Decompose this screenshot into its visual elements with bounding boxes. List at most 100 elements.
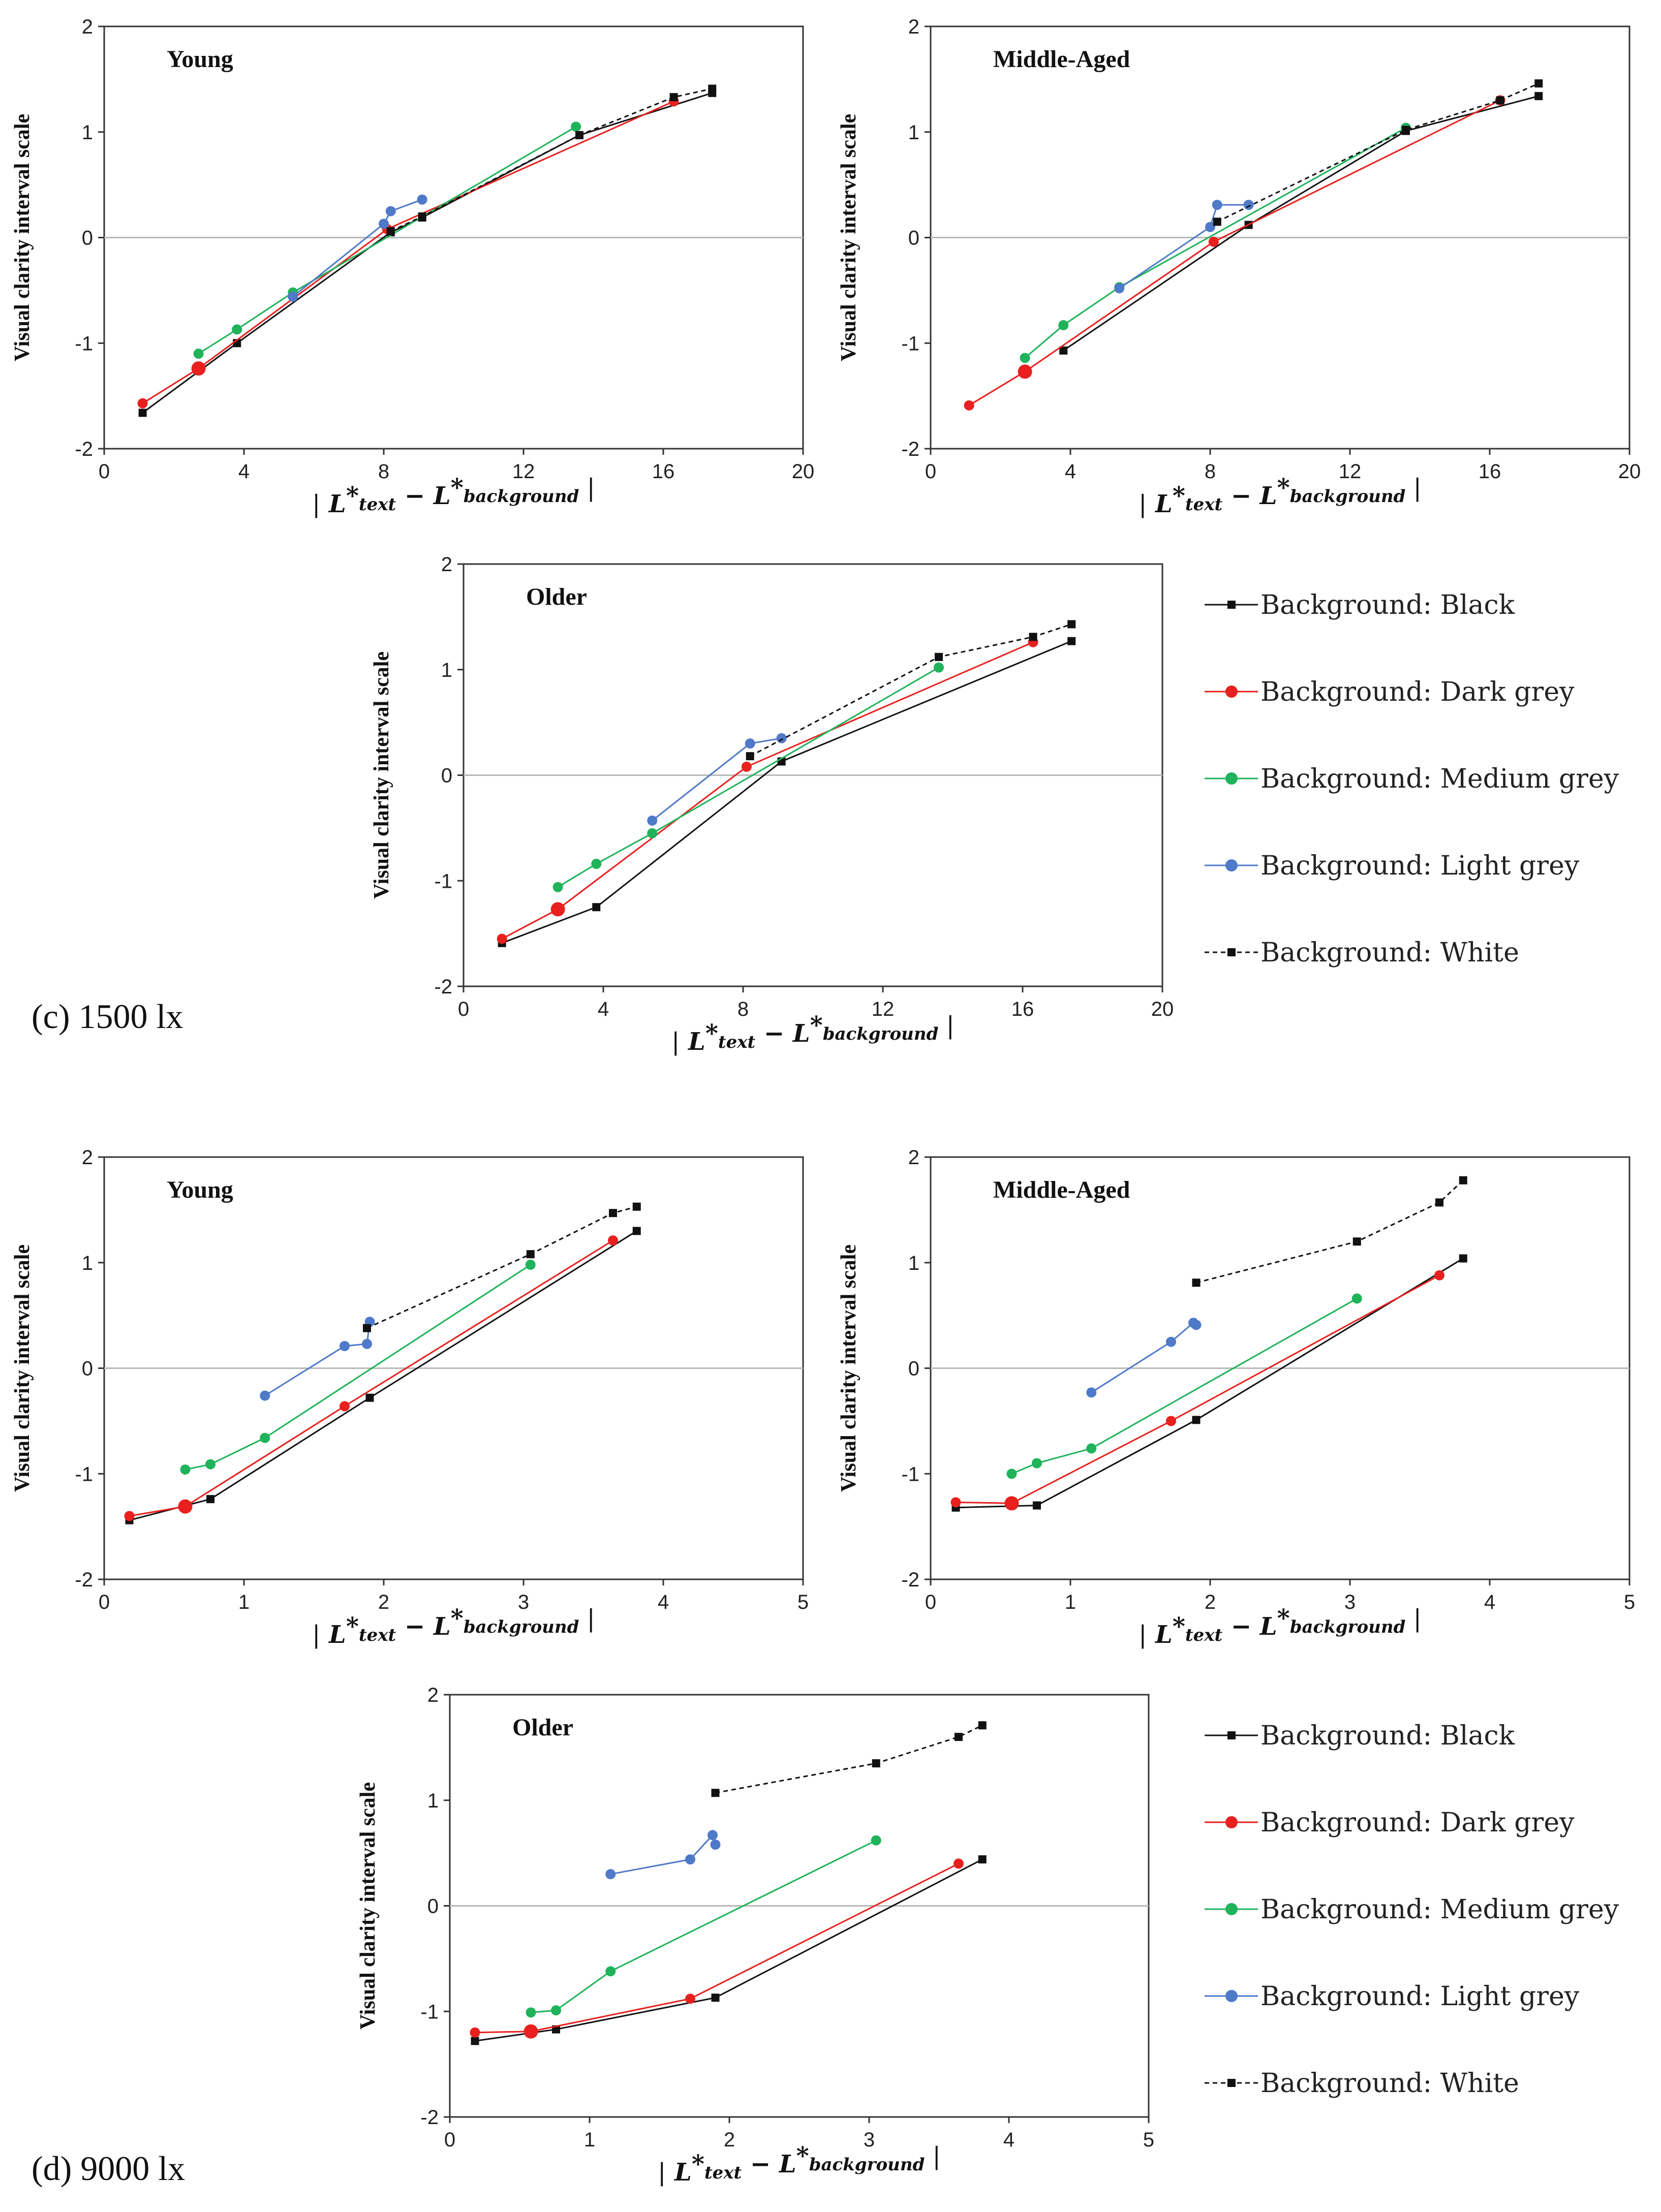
data-point-light-grey [647, 815, 658, 826]
data-point-dark-grey [685, 1993, 695, 2004]
y-tick-label: 2 [427, 1684, 439, 1706]
x-axis-label: | L*text − L*background | [312, 1604, 595, 1649]
data-point-white [363, 1324, 371, 1332]
series-line-light-grey [1119, 204, 1249, 289]
data-point-dark-grey [741, 761, 752, 772]
data-point-black [978, 1855, 987, 1864]
x-tick-label: 1 [584, 2129, 595, 2151]
y-tick-label: 0 [427, 1895, 439, 1918]
x-axis-label: | L*text − L*background | [1139, 1604, 1422, 1649]
legend-c: Background: Black Background: Dark grey Ba… [1205, 590, 1619, 968]
legend-marker-medium-grey [1225, 1903, 1238, 1915]
y-tick-label: 0 [908, 227, 919, 250]
data-point-dark-grey [497, 933, 507, 944]
x-tick-label: 5 [1143, 2129, 1154, 2151]
y-tick-label: 2 [908, 16, 919, 38]
y-tick-label: -1 [434, 870, 452, 892]
series-line-white [715, 1724, 983, 1794]
data-point-medium-grey [571, 121, 581, 132]
legend-marker-black [1227, 601, 1236, 609]
data-point-black [471, 2037, 479, 2045]
x-tick-label: 5 [1624, 1591, 1635, 1613]
chart-title: Middle-Aged [993, 1176, 1130, 1203]
data-point-black [365, 1393, 374, 1402]
series-line-medium-grey [531, 1840, 877, 2013]
data-point-dark-grey [1166, 1416, 1176, 1426]
data-point-white [1459, 1176, 1467, 1185]
y-tick-label: 0 [441, 765, 452, 787]
data-point-light-grey [776, 733, 787, 743]
figure-label-c: (c) 1500 lx [32, 997, 183, 1036]
data-point-medium-grey [525, 1259, 536, 1270]
data-point-white [711, 1789, 720, 1797]
data-point-medium-grey [934, 662, 944, 673]
data-point-white [1435, 1198, 1443, 1207]
data-point-light-grey [708, 1830, 718, 1841]
data-point-light-grey [379, 219, 389, 229]
data-point-black [138, 409, 147, 417]
y-tick-label: 0 [82, 1358, 93, 1380]
x-tick-label: 16 [652, 460, 675, 483]
data-point-medium-grey [1058, 320, 1069, 330]
series-line-medium-grey [557, 667, 939, 888]
x-tick-label: 0 [458, 998, 469, 1020]
x-tick-label: 8 [737, 998, 749, 1020]
data-point-medium-grey [591, 859, 602, 869]
y-tick-label: -2 [901, 438, 919, 460]
series-line-medium-grey [1011, 1298, 1358, 1475]
data-point-dark-grey [953, 1858, 964, 1869]
x-tick-label: 0 [99, 1591, 110, 1613]
x-tick-label: 16 [1011, 998, 1034, 1020]
legend-label-medium-grey: Background: Medium grey [1260, 1894, 1619, 1925]
series-line-black [475, 1858, 983, 2042]
data-point-white [609, 1209, 617, 1218]
legend-marker-dark-grey [1225, 1816, 1238, 1828]
data-point-dark-grey [950, 1497, 961, 1508]
series-line-dark-grey [968, 100, 1501, 407]
y-tick-label: 1 [908, 1252, 919, 1274]
x-tick-label: 1 [238, 1591, 250, 1613]
legend-label-light-grey: Background: Light grey [1260, 851, 1580, 881]
y-tick-label: 1 [908, 121, 919, 144]
y-axis-label: Visual clarity interval scale [370, 651, 393, 899]
chart-title: Older [512, 1714, 573, 1741]
y-tick-label: 0 [82, 227, 93, 250]
legend-marker-black [1227, 1731, 1236, 1739]
data-point-white [935, 652, 943, 661]
data-point-medium-grey [871, 1835, 881, 1846]
series-line-medium-grey [1024, 127, 1406, 359]
data-point-medium-grey [1006, 1469, 1017, 1479]
data-point-medium-grey [526, 2007, 536, 2018]
legend-marker-white [1227, 948, 1236, 956]
data-point-light-grey [710, 1840, 721, 1850]
y-tick-label: 1 [427, 1790, 439, 1812]
data-point-dark-grey [340, 1401, 350, 1412]
x-tick-label: 4 [658, 1591, 669, 1613]
chart-6-older-9000-lx: 0 1 2 3 4 5 -2 -1 0 1 2 Older Visual clarity interva… [356, 1684, 1154, 2187]
data-point-white [669, 93, 678, 102]
series-line-light-grey [292, 199, 423, 298]
data-point-medium-grey [552, 882, 563, 892]
data-point-light-grey [417, 194, 427, 205]
x-tick-label: 3 [864, 2129, 875, 2151]
legend-marker-medium-grey [1225, 772, 1238, 785]
data-point-white [872, 1759, 880, 1768]
series-line-dark-grey [475, 1863, 959, 2034]
y-tick-label: 0 [908, 1358, 919, 1380]
series-line-dark-grey [142, 101, 674, 404]
series-line-white [750, 623, 1072, 757]
data-point-white [1402, 126, 1410, 134]
data-point-medium-grey [193, 349, 204, 359]
data-point-light-grey [1086, 1387, 1097, 1398]
x-tick-label: 20 [792, 460, 815, 483]
series-line-light-grey [652, 737, 782, 822]
data-point-white [418, 212, 426, 221]
x-tick-label: 3 [1344, 1591, 1356, 1613]
data-point-medium-grey [260, 1432, 270, 1443]
x-tick-label: 0 [444, 2129, 455, 2151]
series-line-black [1063, 95, 1539, 352]
legend-marker-white [1227, 2079, 1236, 2087]
series-line-dark-grey [956, 1274, 1440, 1504]
